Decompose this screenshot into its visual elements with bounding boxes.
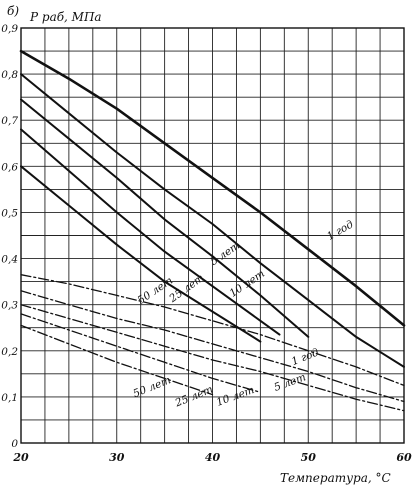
x-tick-label: 60 [396,451,412,464]
y-tick-label: 0,3 [1,300,18,312]
grid [20,27,405,444]
series-line-upper-50-лет [20,165,262,343]
series-line-lower-5-лет [20,290,405,403]
series-line-lower-25-лет [20,313,262,393]
series-line-lower-50-лет [20,324,214,396]
x-tick-label: 40 [205,451,221,464]
curve-label: 1 год [325,218,356,243]
tick-labels: 0 0,1 0,2 0,3 0,4 0,5 0,6 0,7 0,8 0,9 20 30 40 50 60 [1,23,412,464]
curve-label: 25 лет [173,383,215,409]
x-axis-label: Температура, °С [280,471,391,485]
curve-label: 25 лет [166,272,206,306]
y-tick-label: 0,2 [1,346,18,358]
y-tick-label: 0,4 [1,254,18,266]
series-line-upper-10-лет [20,98,310,338]
y-tick-label: 0,8 [1,69,18,81]
y-tick-label: 0 [11,438,18,450]
y-tick-label: 0,6 [1,161,18,173]
curve-label: 50 лет [131,374,172,400]
curve-label: 50 лет [136,275,176,307]
y-tick-label: 0,5 [1,207,18,219]
plot-frame [20,27,405,444]
y-tick-label: 0,1 [1,392,18,404]
series-line-upper-5-лет [20,73,405,368]
y-tick-label: 0,9 [1,23,18,35]
y-axis-label: P раб, МПа [29,10,102,24]
x-tick-label: 20 [12,451,29,464]
series-lines [19,49,406,412]
series-line-upper-1-год [19,49,406,327]
curve-label: 10 лет [215,384,256,409]
series-line-lower-1-год [20,274,405,387]
y-tick-label: 0,7 [1,115,18,127]
x-tick-label: 50 [301,451,317,464]
x-tick-label: 30 [109,451,125,464]
series-line-upper-25-лет [20,128,281,336]
panel-label: б) [7,4,19,18]
curve-label: 5 лет [208,240,242,268]
curve-label: 5 лет [272,371,307,394]
series-line-lower-10-лет [20,304,405,412]
